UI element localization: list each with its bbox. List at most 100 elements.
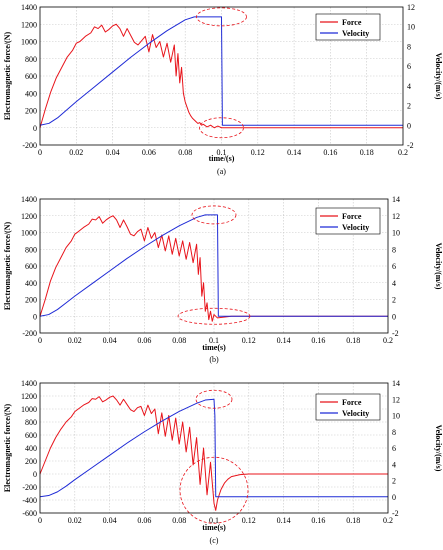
y2-tick-label: 8 [392, 245, 396, 254]
x-tick-label: 0.1 [209, 336, 219, 345]
y2-tick-label: 4 [407, 82, 411, 91]
y-tick-label: 200 [25, 107, 37, 116]
x-tick-label: 0.04 [103, 336, 117, 345]
highlight-ellipse [196, 7, 247, 27]
legend-label-velocity: Velocity [342, 409, 369, 418]
y2-tick-label: 2 [392, 296, 396, 305]
x-tick-label: 0 [38, 148, 42, 157]
y2-tick-label: 10 [392, 412, 400, 421]
y2-tick-label: 2 [392, 477, 396, 486]
x-tick-label: 0.02 [68, 336, 82, 345]
subplot-caption: (b) [209, 355, 219, 364]
y2-tick-label: 6 [392, 262, 396, 271]
legend-label-force: Force [342, 212, 362, 221]
y2-tick-label: -2 [392, 329, 399, 338]
plot-frame [39, 382, 389, 514]
y-tick-label: 0 [33, 470, 37, 479]
y-tick-label: -200 [22, 329, 37, 338]
highlight-ellipse [191, 205, 237, 225]
legend-label-velocity: Velocity [342, 29, 369, 38]
series-line-force [39, 215, 388, 322]
x-tick-label: 0.04 [103, 516, 117, 525]
highlight-ellipse [179, 456, 249, 524]
y2-tick-label: 0 [392, 312, 396, 321]
x-tick-label: 0.2 [383, 336, 393, 345]
y-tick-label: 400 [25, 279, 37, 288]
plot-frame [39, 198, 389, 334]
series-line-velocity [39, 214, 388, 317]
y-tick-label: 1200 [21, 212, 37, 221]
y-tick-label: 1000 [21, 38, 37, 47]
y-tick-label: 400 [25, 444, 37, 453]
highlight-ellipse [177, 307, 251, 325]
x-tick-label: 0.14 [287, 148, 301, 157]
x-tick-label: 0.16 [323, 148, 337, 157]
subplot-3: -600 -400 -200 0 200 400 600 800 1000 1200 1400 0 0.… [3, 379, 443, 545]
series-line-force [39, 395, 388, 511]
x-tick-label: 0.1 [209, 516, 219, 525]
highlight-ellipse [199, 117, 244, 139]
x-tick-label: 0.14 [277, 516, 291, 525]
legend-box [315, 207, 381, 235]
y-tick-label: 1000 [21, 405, 37, 414]
y-tick-label: -600 [22, 509, 37, 518]
legend-box [315, 13, 381, 41]
plot-frame [39, 6, 404, 146]
y-tick-label: 1200 [21, 392, 37, 401]
y2-tick-label: 12 [392, 395, 400, 404]
y2-tick-label: 10 [407, 23, 415, 32]
y2-tick-label: -2 [392, 509, 399, 518]
x-tick-label: 0.08 [178, 148, 192, 157]
y-axis-label: Electromagnetic force/(N) [3, 32, 12, 121]
x-tick-label: 0.12 [242, 336, 256, 345]
y-tick-label: 1200 [21, 20, 37, 29]
y-tick-label: 200 [25, 296, 37, 305]
highlight-ellipse [195, 389, 233, 409]
y-tick-label: -400 [22, 496, 37, 505]
y-tick-label: 200 [25, 457, 37, 466]
y-tick-label: 600 [25, 431, 37, 440]
y2-tick-label: 10 [392, 229, 400, 238]
y-tick-label: 600 [25, 72, 37, 81]
y2-tick-label: 2 [407, 102, 411, 111]
y-tick-label: 800 [25, 55, 37, 64]
y2-tick-label: 8 [407, 42, 411, 51]
x-tick-label: 0.02 [69, 148, 83, 157]
subplot-caption: (c) [210, 536, 219, 545]
x-tick-label: 0.04 [106, 148, 120, 157]
x-tick-label: 0.06 [137, 516, 151, 525]
y-tick-label: -200 [22, 141, 37, 150]
x-tick-label: 0.08 [172, 336, 186, 345]
x-tick-label: 0.18 [360, 148, 374, 157]
x-tick-label: 0.2 [398, 148, 408, 157]
legend-label-force: Force [342, 18, 362, 27]
y2-tick-label: -2 [407, 141, 414, 150]
x-tick-label: 0 [38, 516, 42, 525]
x-axis-label: time/(s) [209, 154, 235, 163]
y2-tick-label: 14 [392, 379, 400, 388]
x-tick-label: 0.02 [68, 516, 82, 525]
y2-tick-label: 14 [392, 195, 400, 204]
y-axis-label: Electromagnetic force/(N) [3, 222, 12, 311]
y-tick-label: 1400 [21, 195, 37, 204]
x-axis-label: time(s) [202, 523, 226, 532]
x-tick-label: 0.06 [142, 148, 156, 157]
legend-label-force: Force [342, 398, 362, 407]
x-tick-label: 0.14 [277, 336, 291, 345]
y-tick-label: 600 [25, 262, 37, 271]
y2-tick-label: 6 [407, 62, 411, 71]
x-tick-label: 0 [38, 336, 42, 345]
y-tick-label: 1000 [21, 229, 37, 238]
y2-tick-label: 12 [392, 212, 400, 221]
y2-axis-label: Velocity/(m/s) [434, 243, 443, 290]
x-tick-label: 0.2 [383, 516, 393, 525]
y-tick-label: 0 [33, 312, 37, 321]
x-axis-label: time(s) [202, 343, 226, 352]
x-tick-label: 0.16 [311, 516, 325, 525]
x-tick-label: 0.06 [137, 336, 151, 345]
subplot-caption: (a) [217, 167, 226, 176]
y-axis-label: Electromagnetic force/(N) [3, 404, 12, 493]
y-tick-label: 400 [25, 89, 37, 98]
y-tick-label: 0 [33, 124, 37, 133]
